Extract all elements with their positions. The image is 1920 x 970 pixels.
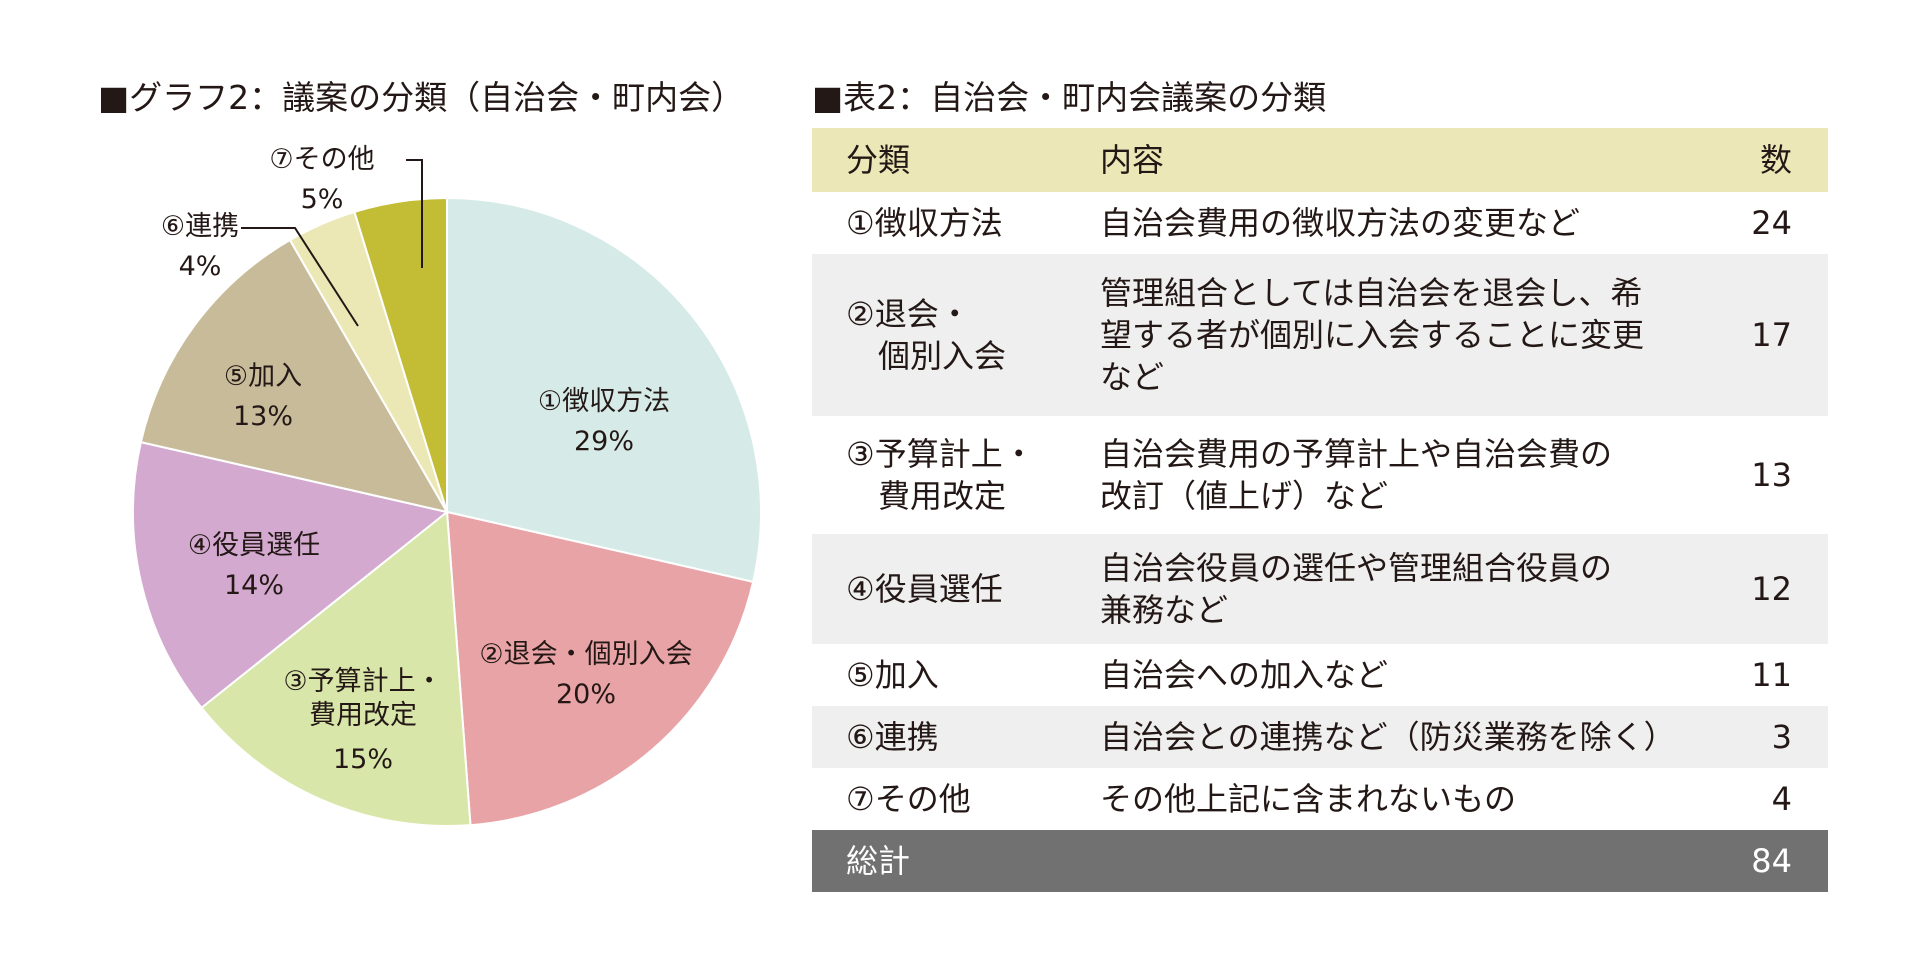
table-title: ■表2：自治会・町内会議案の分類	[812, 78, 1327, 117]
row-count: 12	[1751, 570, 1792, 608]
slice-label: ⑥連携	[161, 211, 239, 242]
leader-line-renkei	[241, 227, 359, 327]
table-header-row: 分類 内容 数	[812, 128, 1828, 192]
pie-slice	[132, 440, 450, 710]
table-row: ②退会・ 個別入会 管理組合としては自治会を退会し、希 望する者が個別に入会する…	[812, 254, 1828, 416]
row-count: 24	[1751, 204, 1792, 242]
header-count: 数	[1759, 141, 1792, 179]
slice-percent-label: 15%	[333, 744, 393, 775]
slice-label: ③予算計上・	[283, 666, 442, 697]
total-label: 総計	[846, 842, 911, 880]
row-category: ③予算計上・ 費用改定	[846, 435, 1035, 515]
slice-percent-label: 4%	[179, 251, 222, 282]
pie-slice	[445, 510, 755, 827]
pie-chart: ①徴収方法 29% ②退会・個別入会 20% ③予算計上・費用改定 15% ④役員選任 14%…	[132, 144, 762, 827]
row-category: ①徴収方法	[846, 204, 1003, 242]
table-row: ①徴収方法 自治会費用の徴収方法の変更など 24	[812, 192, 1828, 254]
slice-percent-label: 20%	[556, 679, 616, 710]
slice-percent-label: 29%	[574, 426, 634, 457]
leader-line-sonota	[406, 159, 423, 268]
row-description: その他上記に含まれないもの	[1100, 780, 1517, 818]
pie-slice	[200, 510, 472, 827]
chart-title: ■グラフ2：議案の分類（自治会・町内会）	[98, 78, 745, 117]
row-description: 管理組合としては自治会を退会し、希 望する者が個別に入会することに変更 など	[1100, 274, 1645, 396]
table-row: ⑥連携 自治会との連携など（防災業務を除く） 3	[812, 706, 1828, 768]
table-row: ⑤加入 自治会への加入など 11	[812, 644, 1828, 706]
row-category: ⑦その他	[846, 780, 971, 818]
category-table-wrapper: 分類 内容 数 ①徴収方法 自治会費用の徴収方法の変更など 24 ②退会・ 個別…	[812, 128, 1828, 892]
slice-label: ⑤加入	[224, 361, 302, 392]
category-table: 分類 内容 数 ①徴収方法 自治会費用の徴収方法の変更など 24 ②退会・ 個別…	[812, 128, 1828, 892]
table-total-row: 総計 84	[812, 830, 1828, 892]
row-description: 自治会費用の徴収方法の変更など	[1100, 204, 1581, 242]
pie-slice	[353, 196, 448, 513]
row-category: ④役員選任	[846, 570, 1003, 608]
total-spacer	[1100, 830, 1710, 892]
row-count: 13	[1751, 456, 1792, 494]
slice-label: ①徴収方法	[538, 386, 670, 417]
row-count: 4	[1771, 780, 1792, 818]
table-row: ⑦その他 その他上記に含まれないもの 4	[812, 768, 1828, 830]
slice-percent-label: 5%	[301, 184, 344, 215]
row-category: ②退会・ 個別入会	[846, 295, 1007, 375]
slice-label: ⑦その他	[269, 144, 374, 175]
table-row: ③予算計上・ 費用改定 自治会費用の予算計上や自治会費の 改訂（値上げ）など 1…	[812, 416, 1828, 534]
row-count: 11	[1751, 656, 1792, 694]
slice-label: ②退会・個別入会	[479, 639, 692, 670]
row-count: 3	[1771, 718, 1792, 756]
row-description: 自治会への加入など	[1100, 656, 1389, 694]
row-category: ⑤加入	[846, 656, 939, 694]
header-content: 内容	[1100, 141, 1165, 179]
slice-percent-label: 13%	[233, 401, 293, 432]
pie-slice	[139, 238, 450, 514]
slice-percent-label: 14%	[224, 570, 284, 601]
total-count: 84	[1751, 842, 1792, 880]
table-row: ④役員選任 自治会役員の選任や管理組合役員の 兼務など 12	[812, 534, 1828, 644]
row-category: ⑥連携	[846, 718, 939, 756]
row-description: 自治会役員の選任や管理組合役員の 兼務など	[1100, 549, 1613, 629]
pie-slice	[446, 196, 762, 584]
row-count: 17	[1751, 316, 1792, 354]
slice-label: 費用改定	[309, 700, 417, 731]
row-description: 自治会費用の予算計上や自治会費の 改訂（値上げ）など	[1100, 435, 1613, 515]
header-category: 分類	[846, 141, 911, 179]
row-description: 自治会との連携など（防災業務を除く）	[1100, 718, 1676, 756]
slice-label: ④役員選任	[188, 530, 320, 561]
